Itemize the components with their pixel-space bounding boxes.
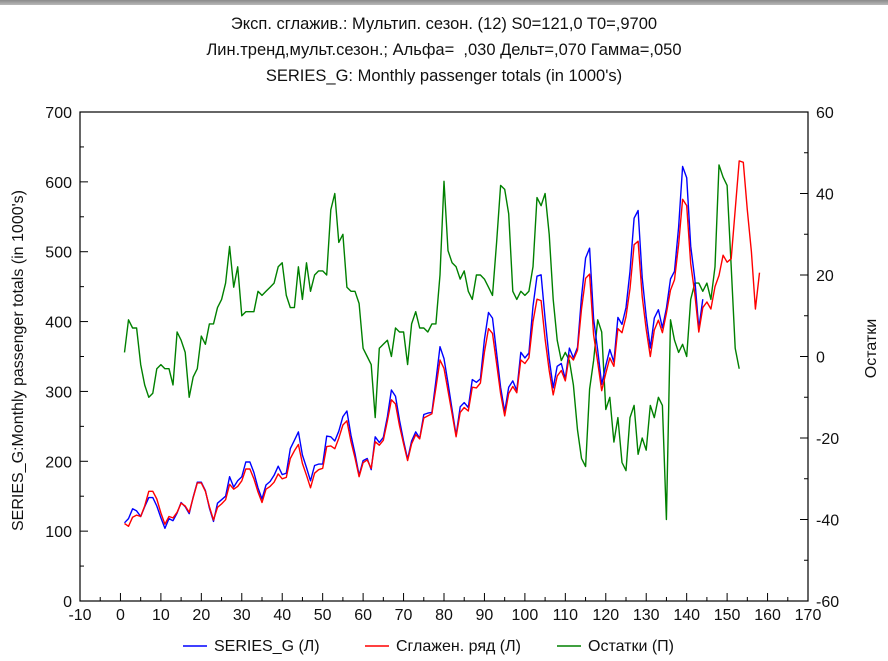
- y-axis-left-label: SERIES_G:Monthly passenger totals (in 10…: [10, 190, 27, 531]
- ticks-layer: -10 0 10 20 30 40 50 60 70 80 90 100 110 120 130 140 150…: [45, 105, 839, 624]
- y-right-tick-label: 0: [816, 350, 825, 367]
- y-left-tick-label: 200: [45, 454, 72, 471]
- x-tick-label: 80: [435, 607, 453, 624]
- x-tick-label: 40: [273, 607, 291, 624]
- y-right-tick-label: 60: [816, 105, 834, 122]
- x-tick-label: 150: [714, 607, 741, 624]
- series-line-2: [123, 164, 740, 521]
- legend: SERIES_G (Л) Сглажен. ряд (Л) Остатки (П): [183, 638, 674, 655]
- x-tick-label: 130: [633, 607, 660, 624]
- y-left-tick-label: 0: [63, 594, 72, 611]
- y-left-tick-label: 100: [45, 524, 72, 541]
- chart-title-line-1: Эксп. сглажив.: Мультип. сезон. (12) S0=…: [230, 15, 658, 33]
- x-tick-label: 90: [476, 607, 494, 624]
- x-tick-label: 60: [354, 607, 372, 624]
- chart-title-line-2: Лин.тренд,мульт.сезон.; Альфа= ,030 Дель…: [206, 41, 682, 59]
- x-tick-label: -10: [68, 607, 91, 624]
- x-tick-label: 170: [795, 607, 822, 624]
- x-tick-label: 110: [553, 607, 579, 624]
- x-tick-label: 100: [512, 607, 539, 624]
- window-top-bar: [0, 0, 888, 5]
- x-tick-label: 120: [592, 607, 619, 624]
- y-left-tick-label: 400: [45, 315, 72, 332]
- x-tick-label: 50: [314, 607, 332, 624]
- x-tick-label: 70: [395, 607, 413, 624]
- y-right-tick-label: -40: [816, 513, 839, 530]
- x-tick-label: 30: [233, 607, 251, 624]
- y-right-tick-label: 20: [816, 268, 834, 285]
- chart-title-line-3: SERIES_G: Monthly passenger totals (in 1…: [265, 67, 623, 85]
- legend-label-0: SERIES_G (Л): [214, 638, 320, 655]
- x-tick-label: 0: [116, 607, 125, 624]
- y-left-tick-label: 500: [45, 245, 72, 262]
- x-tick-label: 140: [673, 607, 700, 624]
- y-left-tick-label: 300: [45, 384, 72, 401]
- legend-label-1: Сглажен. ряд (Л): [396, 638, 521, 655]
- x-tick-label: 20: [192, 607, 210, 624]
- y-right-tick-label: 40: [816, 187, 834, 204]
- y-right-tick-label: -60: [816, 594, 839, 611]
- y-right-tick-label: -20: [816, 431, 839, 448]
- series-line-0: [123, 165, 704, 529]
- x-tick-label: 10: [152, 607, 170, 624]
- legend-label-2: Остатки (П): [588, 638, 674, 655]
- x-tick-label: 160: [754, 607, 781, 624]
- y-axis-right-label: Остатки: [863, 319, 880, 378]
- series-line-1: [124, 160, 761, 527]
- y-left-tick-label: 600: [45, 175, 72, 192]
- series-layer: [123, 160, 761, 529]
- y-left-tick-label: 700: [45, 105, 72, 122]
